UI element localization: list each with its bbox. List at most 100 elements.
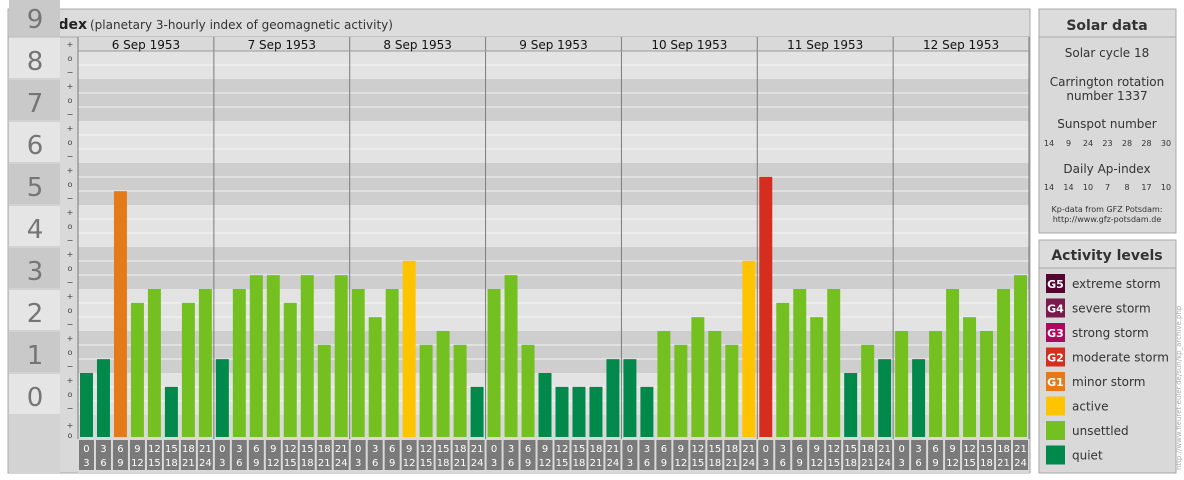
time-label-start: 0 xyxy=(491,444,497,455)
legend-swatch xyxy=(1046,347,1065,367)
time-label-start: 18 xyxy=(861,444,874,455)
time-label-cell xyxy=(146,440,162,470)
kp-bar xyxy=(861,344,875,437)
time-label-cell xyxy=(571,440,587,470)
day-label: 7 Sep 1953 xyxy=(248,38,316,52)
kp-bar xyxy=(419,344,433,437)
time-label-cell xyxy=(503,440,519,470)
time-label-start: 0 xyxy=(355,444,361,455)
sub-tick-label: − xyxy=(67,68,74,77)
kp-bar xyxy=(963,317,977,437)
legend-label: quiet xyxy=(1072,449,1103,463)
sub-tick-label: o xyxy=(68,431,73,440)
time-label-cell xyxy=(724,440,740,470)
time-label-cell xyxy=(486,440,502,470)
kp-bar xyxy=(827,289,841,437)
kp-bar xyxy=(657,331,671,437)
kp-bar xyxy=(164,386,178,437)
time-label-end: 12 xyxy=(267,458,280,469)
kp-bar xyxy=(266,275,280,437)
ap-value: 14 xyxy=(1044,183,1054,192)
time-label-end: 3 xyxy=(627,458,633,469)
kp-number-cell xyxy=(9,0,60,36)
time-label-start: 9 xyxy=(270,444,276,455)
time-label-cell xyxy=(231,440,247,470)
time-label-end: 18 xyxy=(844,458,857,469)
kp-number-cell xyxy=(9,248,60,288)
time-label-end: 15 xyxy=(284,458,297,469)
time-label-cell xyxy=(214,440,230,470)
y-tick-label: 0 xyxy=(27,383,44,413)
time-label-cell xyxy=(758,440,774,470)
time-label-start: 0 xyxy=(898,444,904,455)
time-label-end: 12 xyxy=(674,458,687,469)
watermark: http://www.fleuret-euler.de/sun/kp_archi… xyxy=(1175,305,1183,470)
time-label-start: 12 xyxy=(284,444,297,455)
kp-bar xyxy=(317,344,331,437)
time-label-start: 12 xyxy=(148,444,161,455)
time-label-start: 18 xyxy=(182,444,195,455)
kp-bar xyxy=(878,359,892,437)
time-label-start: 21 xyxy=(471,444,484,455)
time-label-start: 6 xyxy=(525,444,531,455)
time-label-cell xyxy=(197,440,213,470)
time-label-cell xyxy=(452,440,468,470)
sub-tick-label: + xyxy=(67,292,74,301)
sub-tick-label: + xyxy=(67,124,74,133)
kp-bar xyxy=(283,302,297,437)
time-label-start: 21 xyxy=(335,444,348,455)
time-label-cell xyxy=(945,440,961,470)
sub-tick-label: + xyxy=(67,82,74,91)
source-line2: http://www.gfz-potsdam.de xyxy=(1053,215,1162,224)
kp-bar xyxy=(674,344,688,437)
y-tick-label: 7 xyxy=(27,89,44,119)
time-label-end: 24 xyxy=(471,458,484,469)
kp-bar xyxy=(487,289,501,437)
time-label-start: 6 xyxy=(117,444,123,455)
kp-number-cell xyxy=(9,38,60,78)
sunspot-value: 14 xyxy=(1044,139,1054,148)
sub-tick-label: − xyxy=(67,236,74,245)
time-label-end: 3 xyxy=(355,458,361,469)
sub-tick-label: o xyxy=(68,54,73,63)
time-label-end: 18 xyxy=(437,458,450,469)
time-label-end: 24 xyxy=(199,458,212,469)
kp-bar xyxy=(351,289,365,437)
sunspot-value: 28 xyxy=(1141,139,1151,148)
kp-bar xyxy=(130,302,144,437)
sub-tick-label: + xyxy=(67,250,74,259)
sunspot-title: Sunspot number xyxy=(1057,117,1156,131)
legend-label: active xyxy=(1072,400,1108,414)
kp-bar xyxy=(759,176,773,438)
day-label: 8 Sep 1953 xyxy=(383,38,451,52)
time-label-end: 21 xyxy=(997,458,1010,469)
kp-bar xyxy=(80,373,93,437)
sub-tick-label: + xyxy=(67,334,74,343)
time-label-cell xyxy=(741,440,757,470)
carrington-label: Carrington rotation xyxy=(1050,75,1164,89)
kp-bar xyxy=(504,275,518,437)
kp-band xyxy=(78,289,1029,331)
time-label-end: 21 xyxy=(590,458,603,469)
kp-bar xyxy=(980,331,994,437)
legend-label: severe storm xyxy=(1072,302,1151,316)
solar-title: Solar data xyxy=(1066,18,1147,34)
time-label-end: 21 xyxy=(182,458,195,469)
legend-badge: G5 xyxy=(1047,278,1064,291)
time-label-start: 9 xyxy=(678,444,684,455)
time-label-end: 6 xyxy=(236,458,242,469)
kp-bar xyxy=(215,359,229,437)
time-label-end: 12 xyxy=(946,458,959,469)
time-label-cell xyxy=(775,440,791,470)
kp-bar xyxy=(623,359,637,437)
kp-band xyxy=(78,79,1029,121)
time-label-cell xyxy=(1013,440,1028,470)
kp-bar xyxy=(606,359,620,437)
time-label-cell xyxy=(333,440,349,470)
time-label-start: 9 xyxy=(406,444,412,455)
sunspot-value: 30 xyxy=(1161,139,1171,148)
kp-number-cell xyxy=(9,374,60,414)
time-label-cell xyxy=(928,440,944,470)
kp-bar xyxy=(997,289,1011,437)
time-label-end: 6 xyxy=(780,458,786,469)
